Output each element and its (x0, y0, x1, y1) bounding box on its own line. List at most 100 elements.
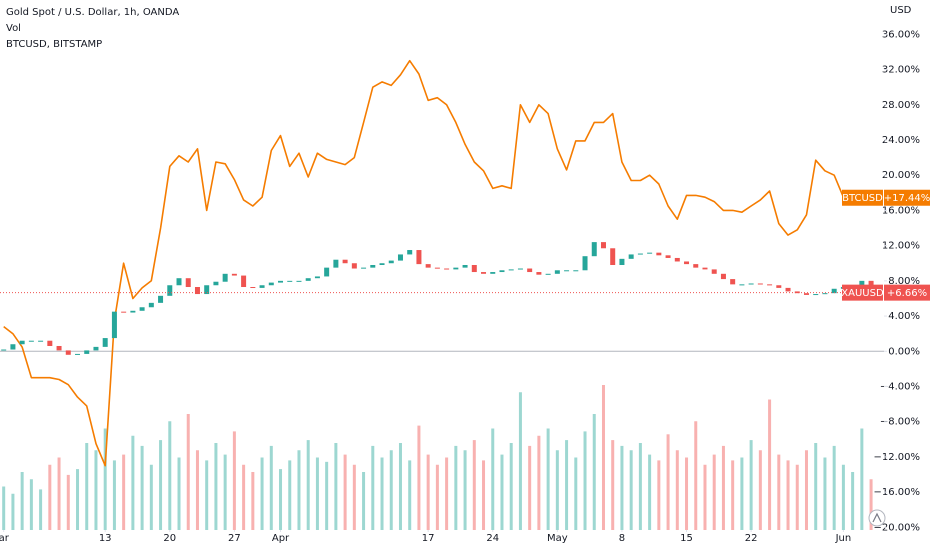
candle (564, 270, 570, 272)
axis-unit: USD (890, 5, 912, 16)
candle (194, 287, 200, 295)
candle (130, 310, 136, 313)
candle (241, 275, 247, 288)
volume-bar (279, 469, 283, 530)
price-tag-value: +6.66% (887, 288, 927, 299)
candle (434, 267, 440, 269)
candle (619, 258, 625, 265)
candle (268, 282, 274, 286)
volume-bar (657, 460, 661, 530)
candle (314, 276, 320, 279)
volume-bar (159, 440, 163, 530)
candle (813, 294, 819, 296)
candle (278, 280, 284, 283)
volume-bar (20, 472, 24, 530)
candle (776, 285, 782, 288)
candle (739, 284, 745, 286)
candle (259, 285, 265, 288)
volume-bar (76, 469, 80, 530)
candle (167, 285, 173, 296)
volume-bar (768, 399, 772, 530)
volume-bar (860, 428, 864, 530)
candle (121, 311, 127, 313)
volume-bar (103, 428, 107, 530)
volume-pane (2, 385, 873, 530)
x-tick-label: ar (0, 533, 10, 544)
settings-icon[interactable] (868, 509, 886, 527)
candle (56, 345, 62, 351)
candle (582, 256, 588, 271)
candle (591, 242, 597, 257)
price-tag-value-bg (884, 189, 930, 206)
candle (517, 268, 523, 270)
y-tick-label: 20.00% (882, 170, 920, 181)
volume-bar (29, 479, 33, 530)
y-tick-label: −20.00% (873, 522, 920, 533)
volume-bar (537, 435, 541, 530)
volume-bar (463, 450, 467, 530)
volume-bar (269, 445, 273, 530)
candle (38, 340, 44, 342)
volume-bar (629, 450, 633, 530)
candle (185, 278, 191, 288)
candle (600, 242, 606, 249)
candle (324, 267, 330, 277)
volume-bar (555, 450, 559, 530)
candle (93, 346, 99, 351)
candle (702, 267, 708, 270)
volume-bar (509, 443, 513, 530)
volume-bar (371, 445, 375, 530)
candle (508, 269, 514, 271)
volume-bar (242, 464, 246, 530)
x-tick-label: May (547, 533, 568, 544)
axes: 36.00% 32.00% 28.00% 24.00% 20.00% 16.00% 12.0… (0, 29, 930, 544)
candle (573, 270, 579, 272)
settings-circle (868, 509, 886, 527)
volume-bar (482, 460, 486, 530)
volume-bar (832, 445, 836, 530)
y-tick-label: −16.00% (873, 487, 920, 498)
price-tag-name: BTCUSD (842, 193, 883, 204)
volume-bar (528, 445, 532, 530)
candle (693, 264, 699, 268)
volume-bar (11, 493, 15, 530)
volume-bar (721, 445, 725, 530)
price-pane (0, 59, 884, 467)
volume-bar (491, 428, 495, 530)
candle (388, 260, 394, 264)
price-tag-name-bg (842, 284, 883, 301)
volume-bar (823, 457, 827, 530)
volume-bar (445, 457, 449, 530)
candle (407, 250, 413, 255)
settings-glyph (872, 512, 882, 523)
candle (158, 295, 164, 303)
x-tick-label: 17 (422, 533, 435, 544)
volume-bar (601, 385, 605, 530)
volume-bar (518, 392, 522, 530)
candle (730, 279, 736, 285)
x-tick-label: 13 (99, 533, 112, 544)
volume-bar (795, 464, 799, 530)
y-tick-label: 16.00% (882, 205, 920, 216)
volume-bar (804, 450, 808, 530)
candle (462, 265, 468, 268)
candle (545, 273, 551, 275)
x-tick-label: Jun (835, 533, 852, 544)
candle (527, 268, 533, 273)
candle (416, 250, 422, 265)
series-line (3, 59, 872, 467)
y-tick-label: 28.00% (882, 100, 920, 111)
candle (859, 280, 865, 286)
volume-bar (334, 443, 338, 530)
volume-bar (758, 450, 762, 530)
candle (305, 278, 311, 281)
candle (803, 293, 809, 295)
candle (102, 338, 108, 347)
volume-bar (251, 472, 255, 530)
candle (684, 261, 690, 265)
x-tick-label: 27 (228, 533, 241, 544)
candle (481, 272, 487, 274)
volume-bar (112, 460, 116, 530)
volume-bar (149, 464, 153, 530)
